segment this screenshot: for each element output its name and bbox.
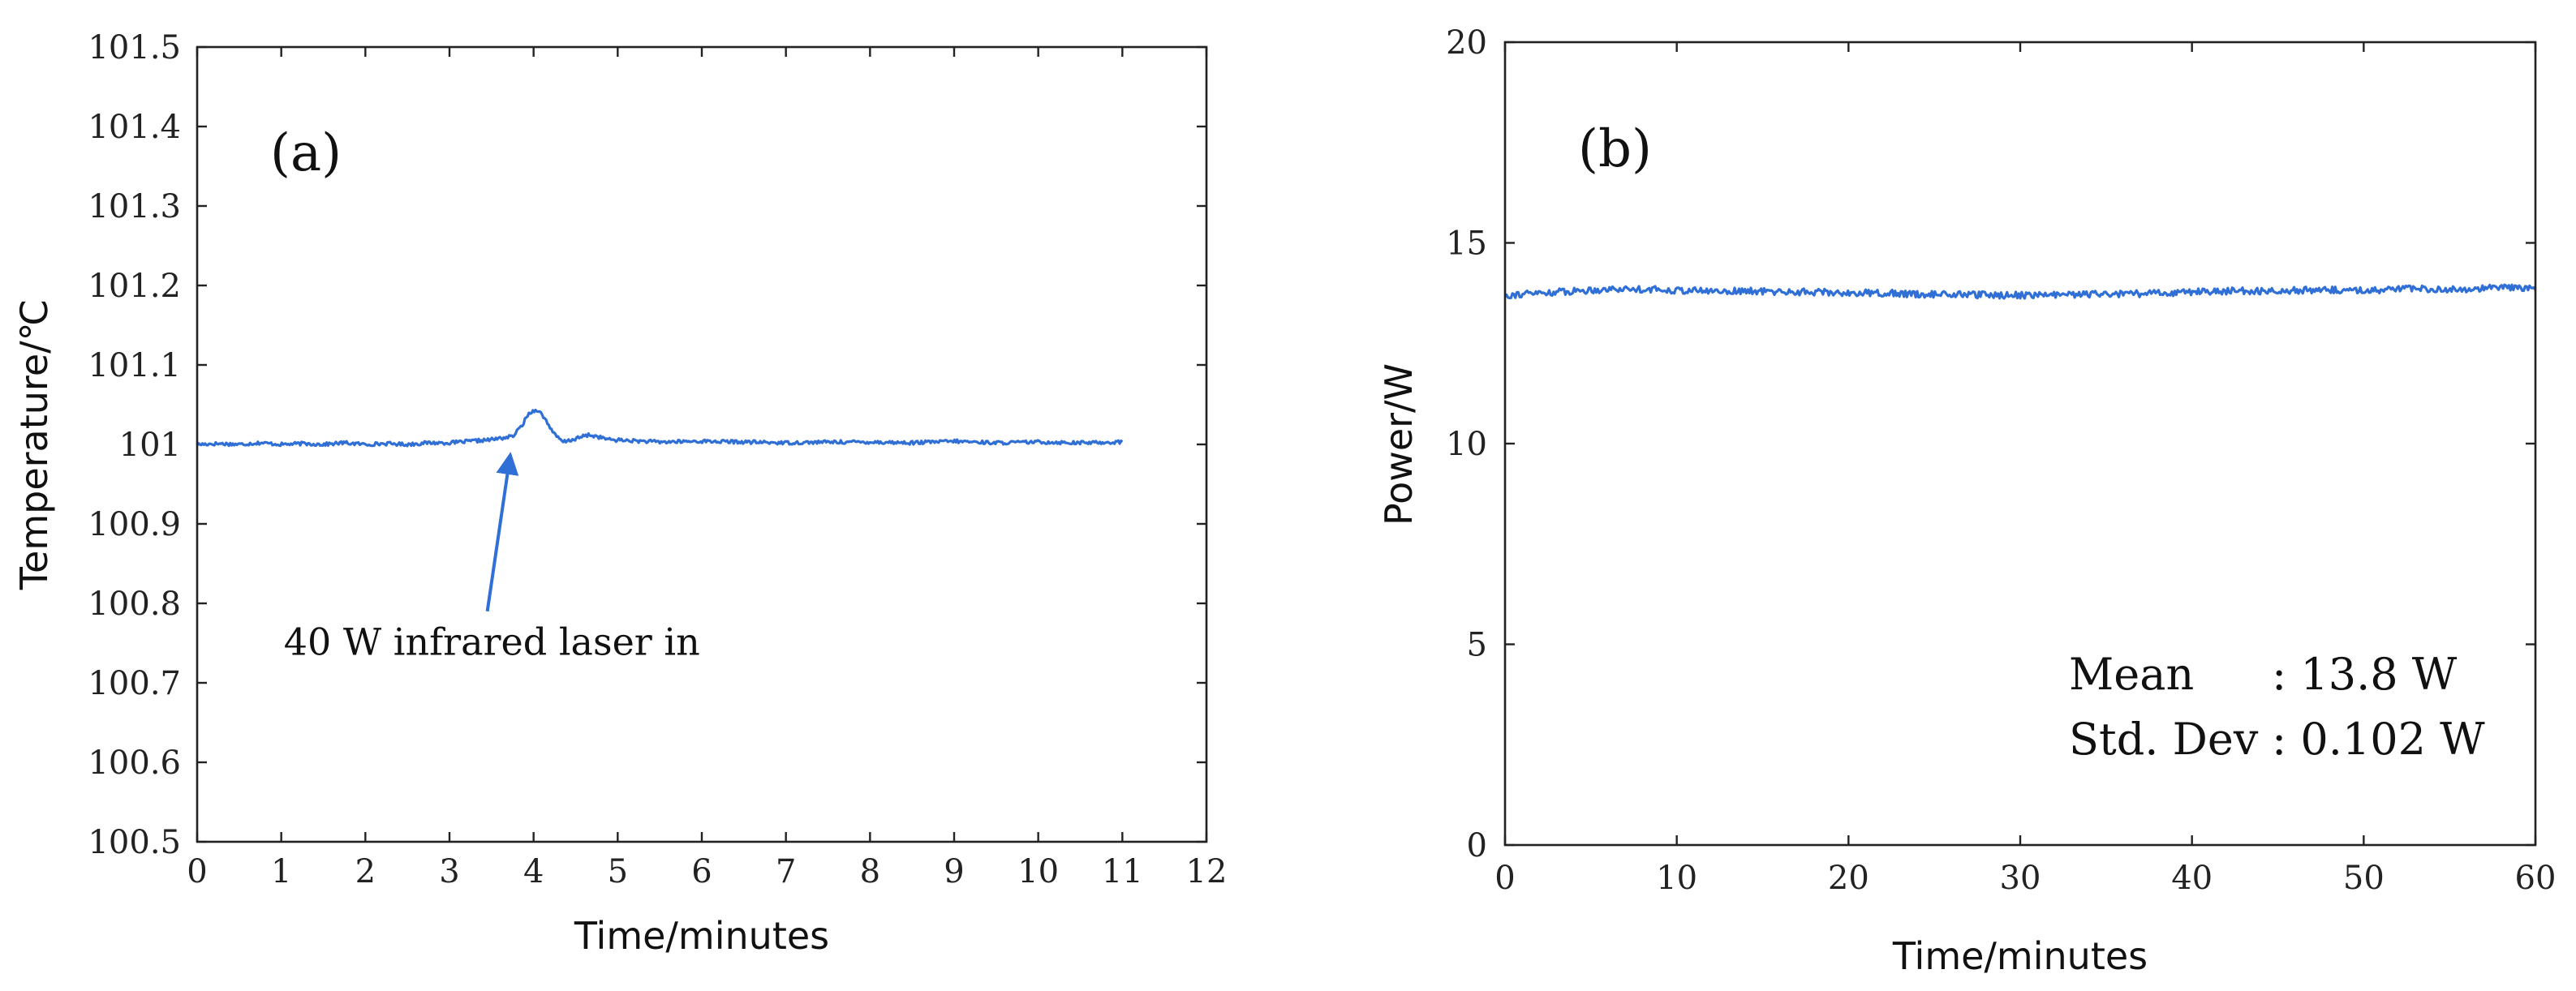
- panel-a-xtick-label: 10: [1017, 853, 1059, 890]
- panel-b-ticks: 0 10 20 30 40 50 60 0 5 10 15 20: [1446, 24, 2556, 897]
- panel-b-ytick-label: 15: [1446, 225, 1487, 263]
- panel-b-xtick-label: 60: [2515, 860, 2557, 897]
- panel-a-xtick-label: 4: [523, 853, 544, 890]
- panel-a-xtick-label: 2: [355, 853, 376, 890]
- stats-box: Mean : 13.8 W Std. Dev : 0.102 W: [2069, 649, 2485, 765]
- panel-a-frame: [196, 45, 1208, 843]
- panel-a-xtick-label: 11: [1102, 853, 1143, 890]
- panel-b-xtick-label: 0: [1494, 860, 1515, 897]
- panel-a-ytick-label: 101: [119, 427, 181, 464]
- panel-a-xtick-label: 3: [439, 853, 459, 890]
- panel-b-frame: [1503, 41, 2537, 847]
- laser-annotation-text: 40 W infrared laser in: [284, 620, 700, 664]
- chart-panel-b: 0 10 20 30 40 50 60 0 5 10 15 20 (b) Mean : 13.8 W …: [1377, 24, 2556, 978]
- panel-a-xtick-label: 1: [271, 853, 291, 890]
- chart-panel-a: 0 1 2 3 4 5 6 7 8 9 10 11 12100.5100.6100.7100.8100.…: [12, 29, 1227, 958]
- panel-a-ytick-label: 101.1: [88, 347, 181, 384]
- panel-b-ytick-label: 20: [1446, 24, 1487, 62]
- laser-annotation: 40 W infrared laser in: [284, 452, 700, 664]
- panel-b-xtick-label: 40: [2171, 860, 2213, 897]
- panel-b-xtick-label: 10: [1656, 860, 1697, 897]
- mean-label: Mean: [2069, 649, 2194, 700]
- panel-a-ylabel: Temperature/℃: [12, 299, 56, 591]
- panel-a-ytick-label: 101.5: [88, 29, 181, 66]
- panel-a-xtick-label: 5: [608, 853, 628, 890]
- panel-a-ytick-label: 100.9: [88, 506, 181, 543]
- panel-a-xlabel: Time/minutes: [574, 914, 829, 958]
- panel-b-xtick-label: 20: [1828, 860, 1869, 897]
- panel-a-xtick-label: 12: [1186, 853, 1228, 890]
- std-label: Std. Dev: [2069, 714, 2259, 765]
- panel-b-xtick-label: 30: [2000, 860, 2041, 897]
- panel-a-ytick-label: 101.2: [88, 268, 181, 305]
- panel-b-series: [1503, 283, 2537, 300]
- panel-a-ytick-label: 100.6: [88, 744, 181, 782]
- panel-a-ytick-label: 100.7: [88, 665, 181, 702]
- mean-value: : 13.8 W: [2272, 649, 2458, 700]
- panel-a-series-line: [196, 408, 1124, 448]
- panel-b-ytick-label: 10: [1446, 426, 1487, 463]
- panel-b-ylabel: Power/W: [1377, 363, 1421, 526]
- laser-arrow: [485, 452, 519, 612]
- panel-a-xtick-label: 8: [860, 853, 880, 890]
- panel-a-series: [196, 408, 1124, 448]
- panel-b-series-line: [1503, 283, 2537, 300]
- panel-a-xtick-label: 7: [776, 853, 796, 890]
- panel-a-ytick-label: 101.3: [88, 188, 181, 225]
- panel-a-ytick-label: 101.4: [88, 109, 181, 146]
- panel-b-label: (b): [1578, 119, 1652, 179]
- panel-a-ticks: 0 1 2 3 4 5 6 7 8 9 10 11 12100.5100.6100.7100.8100.…: [88, 29, 1227, 890]
- panel-b-ytick-label: 0: [1467, 827, 1487, 864]
- panel-b-ytick-label: 5: [1467, 627, 1487, 664]
- panel-a-ytick-label: 100.5: [88, 824, 181, 861]
- panel-a-xtick-label: 6: [691, 853, 712, 890]
- panel-b-xtick-label: 50: [2343, 860, 2385, 897]
- std-value: : 0.102 W: [2272, 714, 2485, 765]
- panel-a-label: (a): [270, 123, 342, 183]
- panel-a-xtick-label: 9: [944, 853, 964, 890]
- panel-a-xtick-label: 0: [187, 853, 207, 890]
- panel-a-ytick-label: 100.8: [88, 586, 181, 623]
- panel-b-xlabel: Time/minutes: [1892, 934, 2148, 978]
